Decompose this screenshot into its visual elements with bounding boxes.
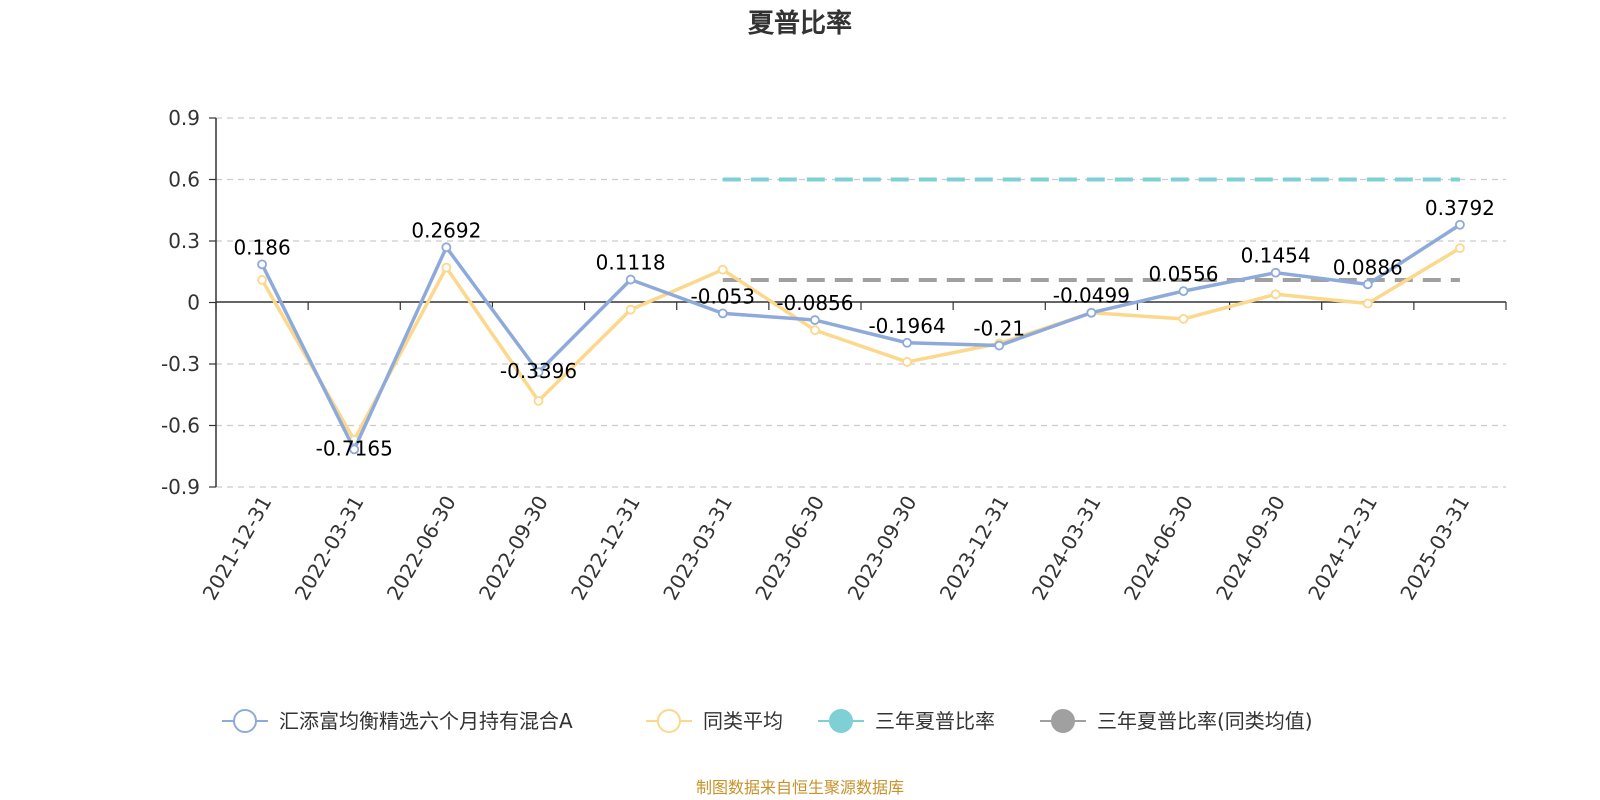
x-tick-label: 2022-09-30 bbox=[474, 492, 553, 605]
series-group bbox=[257, 219, 1465, 455]
y-tick-label: 0.9 bbox=[168, 106, 200, 130]
data-label: 0.1118 bbox=[596, 251, 666, 275]
data-point[interactable] bbox=[1178, 313, 1189, 324]
legend-marker bbox=[1051, 709, 1075, 733]
y-tick-label: -0.3 bbox=[161, 352, 200, 376]
x-tick-label: 2022-06-30 bbox=[382, 492, 461, 605]
series-line-0 bbox=[260, 223, 1461, 452]
data-label: -0.0499 bbox=[1053, 284, 1130, 308]
series-line-1 bbox=[260, 246, 1461, 442]
data-label: -0.1964 bbox=[868, 314, 945, 338]
data-point[interactable] bbox=[533, 367, 544, 378]
data-point[interactable] bbox=[810, 325, 820, 336]
legend-marker bbox=[657, 709, 681, 733]
data-point[interactable] bbox=[1455, 243, 1465, 254]
x-tick-label: 2024-12-31 bbox=[1303, 492, 1382, 605]
legend[interactable]: 汇添富均衡精选六个月持有混合A 同类平均 三年夏普比率 三年夏普比率(同类均值) bbox=[222, 709, 1313, 733]
reference-lines bbox=[722, 177, 1460, 282]
legend-item-0[interactable]: 汇添富均衡精选六个月持有混合A bbox=[222, 709, 573, 733]
data-point[interactable] bbox=[810, 315, 820, 325]
data-point[interactable] bbox=[902, 357, 912, 367]
chart-title: 夏普比率 bbox=[748, 8, 852, 39]
data-label: -0.3396 bbox=[500, 359, 577, 383]
x-tick-label: 2022-03-31 bbox=[290, 492, 369, 605]
data-point[interactable] bbox=[1270, 267, 1281, 278]
data-point[interactable] bbox=[1362, 279, 1373, 290]
x-tick-label: 2023-09-30 bbox=[842, 492, 921, 605]
y-tick-label: -0.9 bbox=[161, 475, 200, 499]
y-tick-label: 0.6 bbox=[168, 168, 200, 192]
legend-item-1[interactable]: 同类平均 bbox=[646, 709, 783, 733]
legend-marker bbox=[829, 709, 853, 733]
data-label: 0.0556 bbox=[1149, 262, 1219, 286]
data-point[interactable] bbox=[1178, 286, 1189, 297]
data-label: -0.0856 bbox=[776, 291, 853, 315]
data-label: 0.3792 bbox=[1425, 196, 1495, 220]
x-tick-label: 2024-03-31 bbox=[1027, 492, 1106, 605]
data-point[interactable] bbox=[257, 275, 267, 285]
data-point[interactable] bbox=[625, 274, 636, 285]
data-label: 0.0886 bbox=[1333, 255, 1403, 279]
data-labels: 0.186 -0.7165 0.2692 -0.3396 0.1118 -0.053 -0.… bbox=[233, 196, 1494, 461]
data-point[interactable] bbox=[533, 395, 544, 406]
x-tick-label: 2023-03-31 bbox=[658, 492, 737, 605]
grid-lines bbox=[216, 117, 1506, 488]
data-point[interactable] bbox=[902, 337, 912, 348]
x-tick-label: 2023-12-31 bbox=[935, 492, 1014, 605]
data-label: -0.7165 bbox=[316, 436, 393, 460]
source-note: 制图数据来自恒生聚源数据库 bbox=[696, 778, 904, 797]
data-point[interactable] bbox=[441, 242, 452, 253]
x-tick-label: 2023-06-30 bbox=[750, 492, 829, 605]
y-tick-label: -0.6 bbox=[161, 414, 200, 438]
x-tick-label: 2021-12-31 bbox=[197, 492, 276, 605]
data-point[interactable] bbox=[349, 444, 360, 455]
data-label: 0.1454 bbox=[1241, 244, 1311, 268]
legend-label: 同类平均 bbox=[703, 709, 783, 733]
y-tick-label: 0 bbox=[187, 291, 200, 315]
data-point[interactable] bbox=[717, 264, 728, 275]
data-point[interactable] bbox=[1362, 298, 1373, 309]
data-point[interactable] bbox=[1455, 219, 1465, 230]
legend-item-3[interactable]: 三年夏普比率(同类均值) bbox=[1040, 709, 1313, 733]
x-tick-label: 2025-03-31 bbox=[1395, 492, 1474, 605]
x-tick-label: 2024-09-30 bbox=[1211, 492, 1290, 605]
data-point[interactable] bbox=[1270, 289, 1281, 300]
legend-label: 汇添富均衡精选六个月持有混合A bbox=[279, 709, 573, 733]
data-point[interactable] bbox=[625, 304, 636, 315]
x-tick-label: 2022-12-31 bbox=[566, 492, 645, 605]
legend-item-2[interactable]: 三年夏普比率 bbox=[818, 709, 995, 733]
data-label: -0.21 bbox=[973, 317, 1025, 341]
legend-label: 三年夏普比率 bbox=[875, 709, 995, 733]
y-tick-label: 0.3 bbox=[168, 229, 200, 253]
legend-label: 三年夏普比率(同类均值) bbox=[1097, 709, 1313, 733]
data-point[interactable] bbox=[994, 340, 1005, 351]
data-point[interactable] bbox=[1086, 307, 1097, 318]
data-point[interactable] bbox=[717, 308, 728, 319]
data-point[interactable] bbox=[257, 259, 267, 270]
data-label: -0.053 bbox=[691, 284, 755, 308]
data-label: 0.2692 bbox=[411, 218, 481, 242]
data-point[interactable] bbox=[441, 262, 452, 273]
data-label: 0.186 bbox=[233, 235, 290, 259]
legend-marker bbox=[233, 709, 257, 733]
x-tick-label: 2024-06-30 bbox=[1119, 492, 1198, 605]
